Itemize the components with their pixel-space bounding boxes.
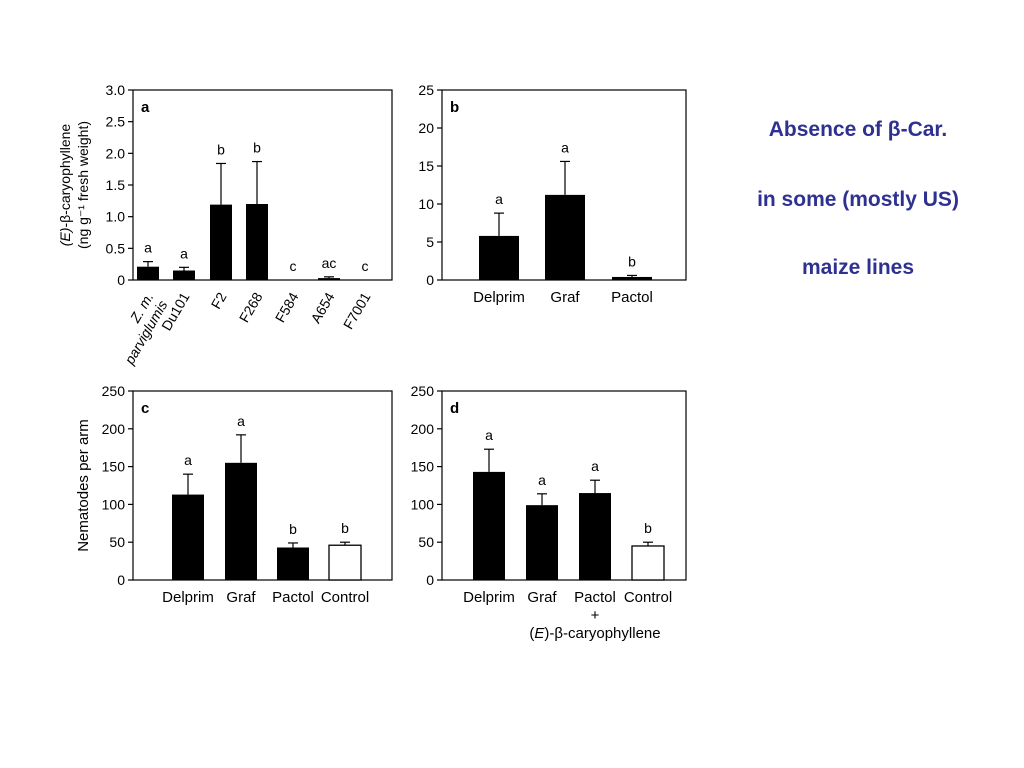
- caption-line-1: Absence of β-Car.: [768, 118, 948, 141]
- x-tick-label: Pactol: [611, 289, 653, 306]
- y-tick-label: 2.0: [106, 145, 126, 161]
- x-tick-label: Delprim: [162, 589, 214, 606]
- significance-label: b: [289, 521, 297, 537]
- x-tick-label: F2: [208, 289, 230, 311]
- y-tick-label: 100: [102, 496, 126, 512]
- caption-line-3: maize lines: [801, 256, 915, 279]
- x-tick-label: Z. m.parviglumis: [107, 290, 171, 368]
- y-axis-label: (E)-β-caryophyllene: [57, 124, 73, 247]
- y-tick-label: 20: [418, 120, 434, 136]
- y-tick-label: 50: [109, 534, 125, 550]
- panel-letter: c: [141, 400, 149, 417]
- x-tick-label: A654: [307, 289, 337, 326]
- bar-pactol: [277, 547, 309, 580]
- plot-frame: [132, 390, 393, 581]
- significance-label: b: [217, 141, 225, 157]
- y-tick-label: 10: [418, 196, 434, 212]
- y-tick-label: 100: [411, 496, 435, 512]
- significance-label: a: [237, 413, 245, 429]
- x-tick-label: F268: [236, 289, 266, 325]
- y-axis-label: Nematodes per arm: [75, 419, 92, 552]
- x-axis-plus: +: [591, 607, 600, 624]
- y-tick-label: 3.0: [106, 82, 126, 98]
- chart-panel-a: a00.51.01.52.02.53.0aZ. m.parviglumisaDu…: [57, 82, 393, 368]
- x-tick-label: Control: [624, 589, 672, 606]
- significance-label: b: [253, 140, 261, 156]
- x-tick-label: F584: [272, 289, 302, 325]
- bar-control: [631, 545, 665, 581]
- bar-delprim: [479, 235, 519, 280]
- significance-label: ac: [322, 255, 337, 271]
- plot-frame: [441, 390, 687, 581]
- bar-f2: [210, 204, 232, 280]
- chart-panel-d: d 0 50 100 150 200 250 a Delprim a Graf a Pactol b Con…: [411, 383, 687, 642]
- y-tick-label: 150: [411, 459, 435, 475]
- bar-delprim: [172, 494, 204, 580]
- significance-label: b: [628, 253, 636, 269]
- y-tick-label: 200: [102, 421, 126, 437]
- significance-label: c: [290, 258, 297, 274]
- bar-du101: [173, 270, 195, 280]
- y-tick-label: 15: [418, 158, 434, 174]
- panel-letter: a: [141, 99, 150, 116]
- x-tick-label: Control: [321, 589, 369, 606]
- y-tick-label: 1.0: [106, 209, 126, 225]
- x-tick-label: Pactol: [574, 589, 616, 606]
- x-axis-compound: (E)-β-caryophyllene: [529, 625, 660, 642]
- chart-panel-b: b 0 5 10 15 20 25 a Delprim a Graf b Pactol: [418, 82, 687, 306]
- bar-z-m-parviglumis: [137, 266, 159, 280]
- y-tick-label: 0: [426, 272, 434, 288]
- bar-graf: [526, 505, 558, 580]
- x-tick-label: Graf: [550, 289, 580, 306]
- y-tick-label: 0: [117, 572, 125, 588]
- bar-pactol: [579, 493, 611, 580]
- y-tick-label: 0: [117, 272, 125, 288]
- significance-label: b: [644, 520, 652, 536]
- panel-letter: d: [450, 400, 459, 417]
- caption-line-2: in some (mostly US): [757, 188, 959, 211]
- y-tick-label: 5: [426, 234, 434, 250]
- y-tick-label: 50: [418, 534, 434, 550]
- bar-f268: [246, 204, 268, 280]
- chart-panel-c: c 0 50 100 150 200 250 a Delprim a Graf b Pactol b Con…: [75, 383, 393, 606]
- x-tick-label: Delprim: [463, 589, 515, 606]
- significance-label: a: [485, 427, 493, 443]
- bar-delprim: [473, 471, 505, 580]
- y-tick-label: 25: [418, 82, 434, 98]
- bar-a654: [318, 278, 340, 280]
- significance-label: a: [180, 245, 188, 261]
- bar-control: [328, 544, 362, 581]
- significance-label: a: [184, 452, 192, 468]
- y-tick-label: 0: [426, 572, 434, 588]
- y-tick-label: 200: [411, 421, 435, 437]
- significance-label: a: [144, 240, 152, 256]
- y-tick-label: 1.5: [106, 177, 126, 193]
- significance-label: c: [362, 258, 369, 274]
- bar-graf: [545, 194, 585, 280]
- significance-label: a: [495, 191, 503, 207]
- x-tick-label: Graf: [527, 589, 557, 606]
- bar-pactol: [612, 276, 652, 280]
- y-axis-label: (ng g⁻¹ fresh weight): [75, 121, 91, 249]
- significance-label: b: [341, 520, 349, 536]
- x-tick-label: Pactol: [272, 589, 314, 606]
- x-tick-label: Delprim: [473, 289, 525, 306]
- x-tick-label: Graf: [226, 589, 256, 606]
- y-tick-label: 250: [411, 383, 435, 399]
- panel-letter: b: [450, 99, 459, 116]
- significance-label: a: [591, 458, 599, 474]
- y-tick-label: 0.5: [106, 240, 126, 256]
- y-tick-label: 150: [102, 459, 126, 475]
- y-tick-label: 250: [102, 383, 126, 399]
- significance-label: a: [538, 472, 546, 488]
- bar-graf: [225, 462, 257, 580]
- x-tick-label: F7001: [340, 289, 374, 332]
- significance-label: a: [561, 139, 569, 155]
- y-tick-label: 2.5: [106, 114, 126, 130]
